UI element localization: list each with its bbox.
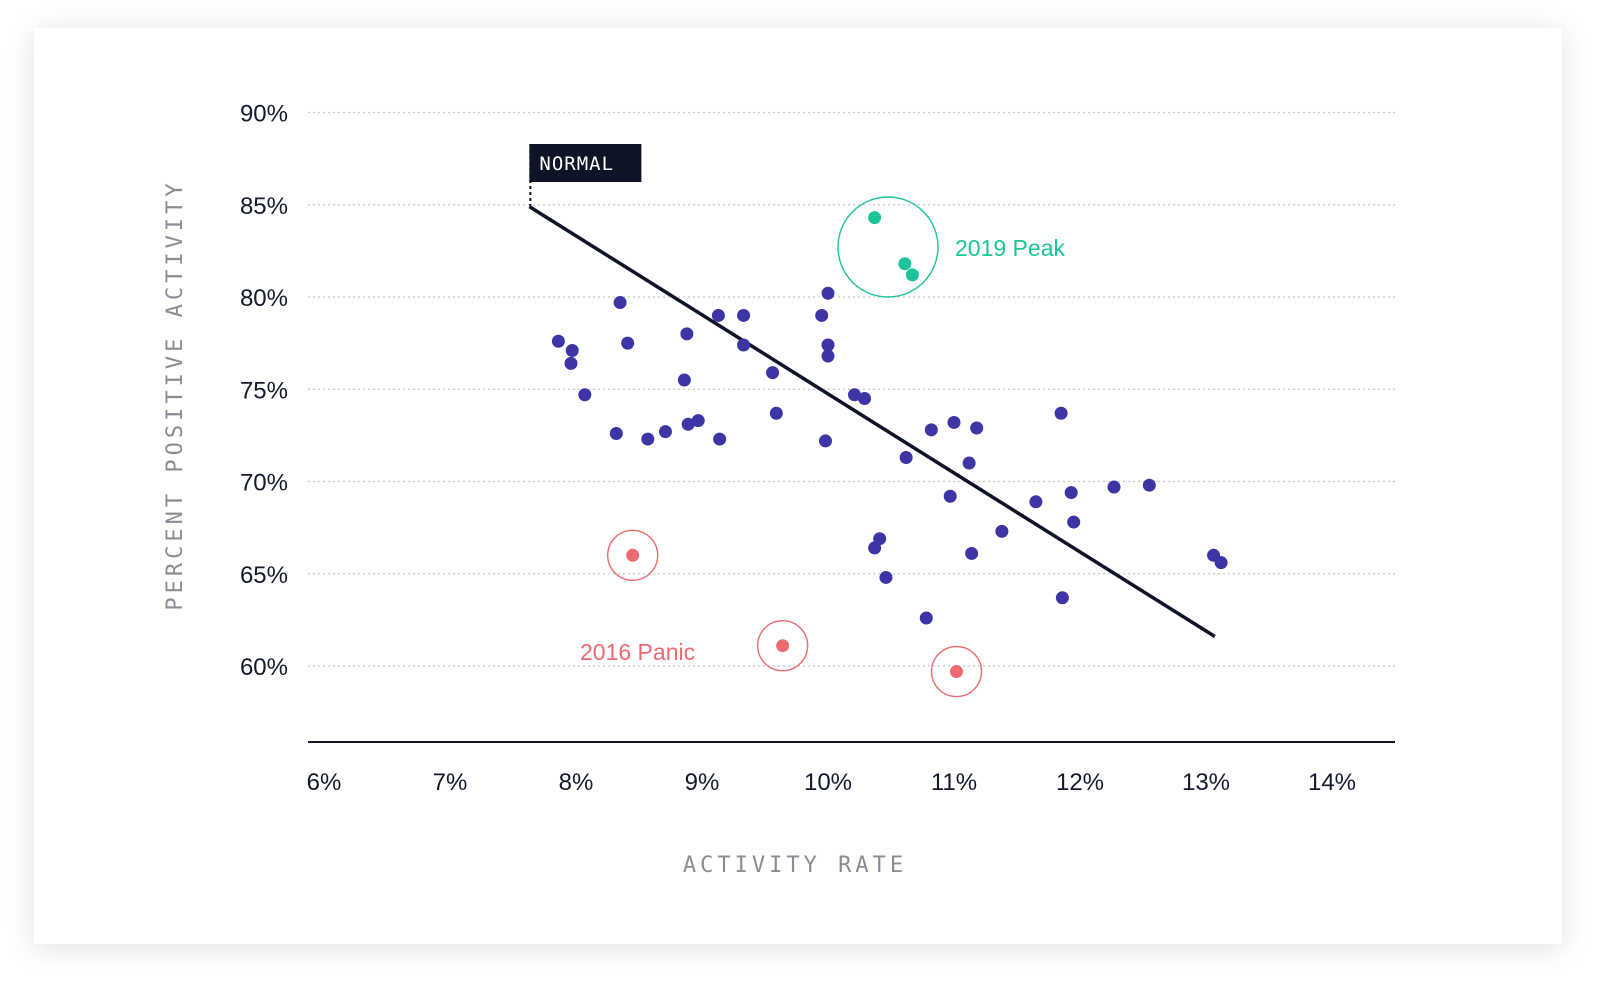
data-point [769,406,783,420]
data-point [899,451,913,465]
data-point [943,489,957,503]
data-point [641,432,655,446]
panic-data-point [626,548,640,562]
data-point [818,434,832,448]
data-point [578,388,592,402]
annotation-2019-peak: 2019 Peak [955,235,1065,261]
data-point [551,334,565,348]
data-point [737,308,751,322]
data-point [947,415,961,429]
data-point [677,373,691,387]
data-point [1055,591,1069,605]
data-point [847,388,861,402]
data-point [1029,495,1043,509]
data-point [681,417,695,431]
highlight-rings [607,196,983,698]
data-point [680,327,694,341]
data-point [970,421,984,435]
data-point [565,344,579,358]
data-point [919,611,933,625]
data-point [564,356,578,370]
normal-flag [529,144,642,182]
y-tick-label: 85% [240,193,288,220]
panic-highlight-ring [756,620,809,672]
peak-data-point [868,211,882,225]
data-point [711,308,725,322]
data-point [1214,556,1228,570]
x-axis-title: ACTIVITY RATE [683,853,907,878]
data-point [965,546,979,560]
y-axis-title: PERCENT POSITIVE ACTIVITY [163,179,188,610]
data-point [858,391,872,405]
trend-line [528,205,1216,638]
gridlines [308,111,1395,667]
data-point [609,427,623,441]
data-point [713,432,727,446]
x-tick-label: 6% [307,769,342,796]
x-tick-label: 9% [685,769,720,796]
data-point [873,532,887,546]
y-tick-label: 80% [240,285,288,312]
trend-group: NORMAL [528,144,1216,638]
x-axis-ticks: 6% 7% 8% 9% 10% 11% 12% 13% 14% [307,769,1356,796]
data-point [658,425,672,439]
panic-data-point [776,639,790,653]
peak-data-point [905,268,919,282]
data-point [613,296,627,310]
x-tick-label: 8% [559,769,594,796]
data-point [621,336,635,350]
data-point [691,414,705,428]
normal-flag-label: NORMAL [539,153,614,175]
data-point [1067,515,1081,529]
y-tick-label: 70% [240,470,288,497]
panic-highlight-ring [607,529,659,581]
data-point [1107,480,1121,494]
x-tick-label: 11% [931,769,977,796]
x-tick-label: 12% [1056,769,1104,796]
data-point [815,308,829,322]
data-point [737,338,751,352]
annotation-2016-panic: 2016 Panic [580,639,695,665]
y-axis-ticks: 60% 65% 70% 75% 80% 85% 90% [240,101,288,682]
panic-highlight-ring [930,645,983,698]
data-point [821,349,835,363]
data-point [821,338,835,352]
data-point [1054,406,1068,420]
data-point [924,423,938,437]
x-tick-label: 10% [804,769,852,796]
peak-data-point [898,257,912,271]
x-tick-label: 7% [433,769,468,796]
data-point [962,456,976,470]
chart-card [34,28,1562,944]
y-tick-label: 90% [240,101,288,128]
data-point [821,286,835,300]
panic-data-point [950,665,964,679]
data-point [995,524,1009,538]
data-points [551,211,1228,679]
data-point [1064,486,1078,500]
y-tick-label: 60% [240,654,288,681]
data-point [1142,478,1156,492]
peak-highlight-ring [837,196,939,298]
data-point [879,570,893,584]
y-tick-label: 65% [240,562,288,589]
x-tick-label: 14% [1308,769,1356,796]
x-tick-label: 13% [1182,769,1230,796]
y-tick-label: 75% [240,377,288,404]
data-point [766,366,780,380]
